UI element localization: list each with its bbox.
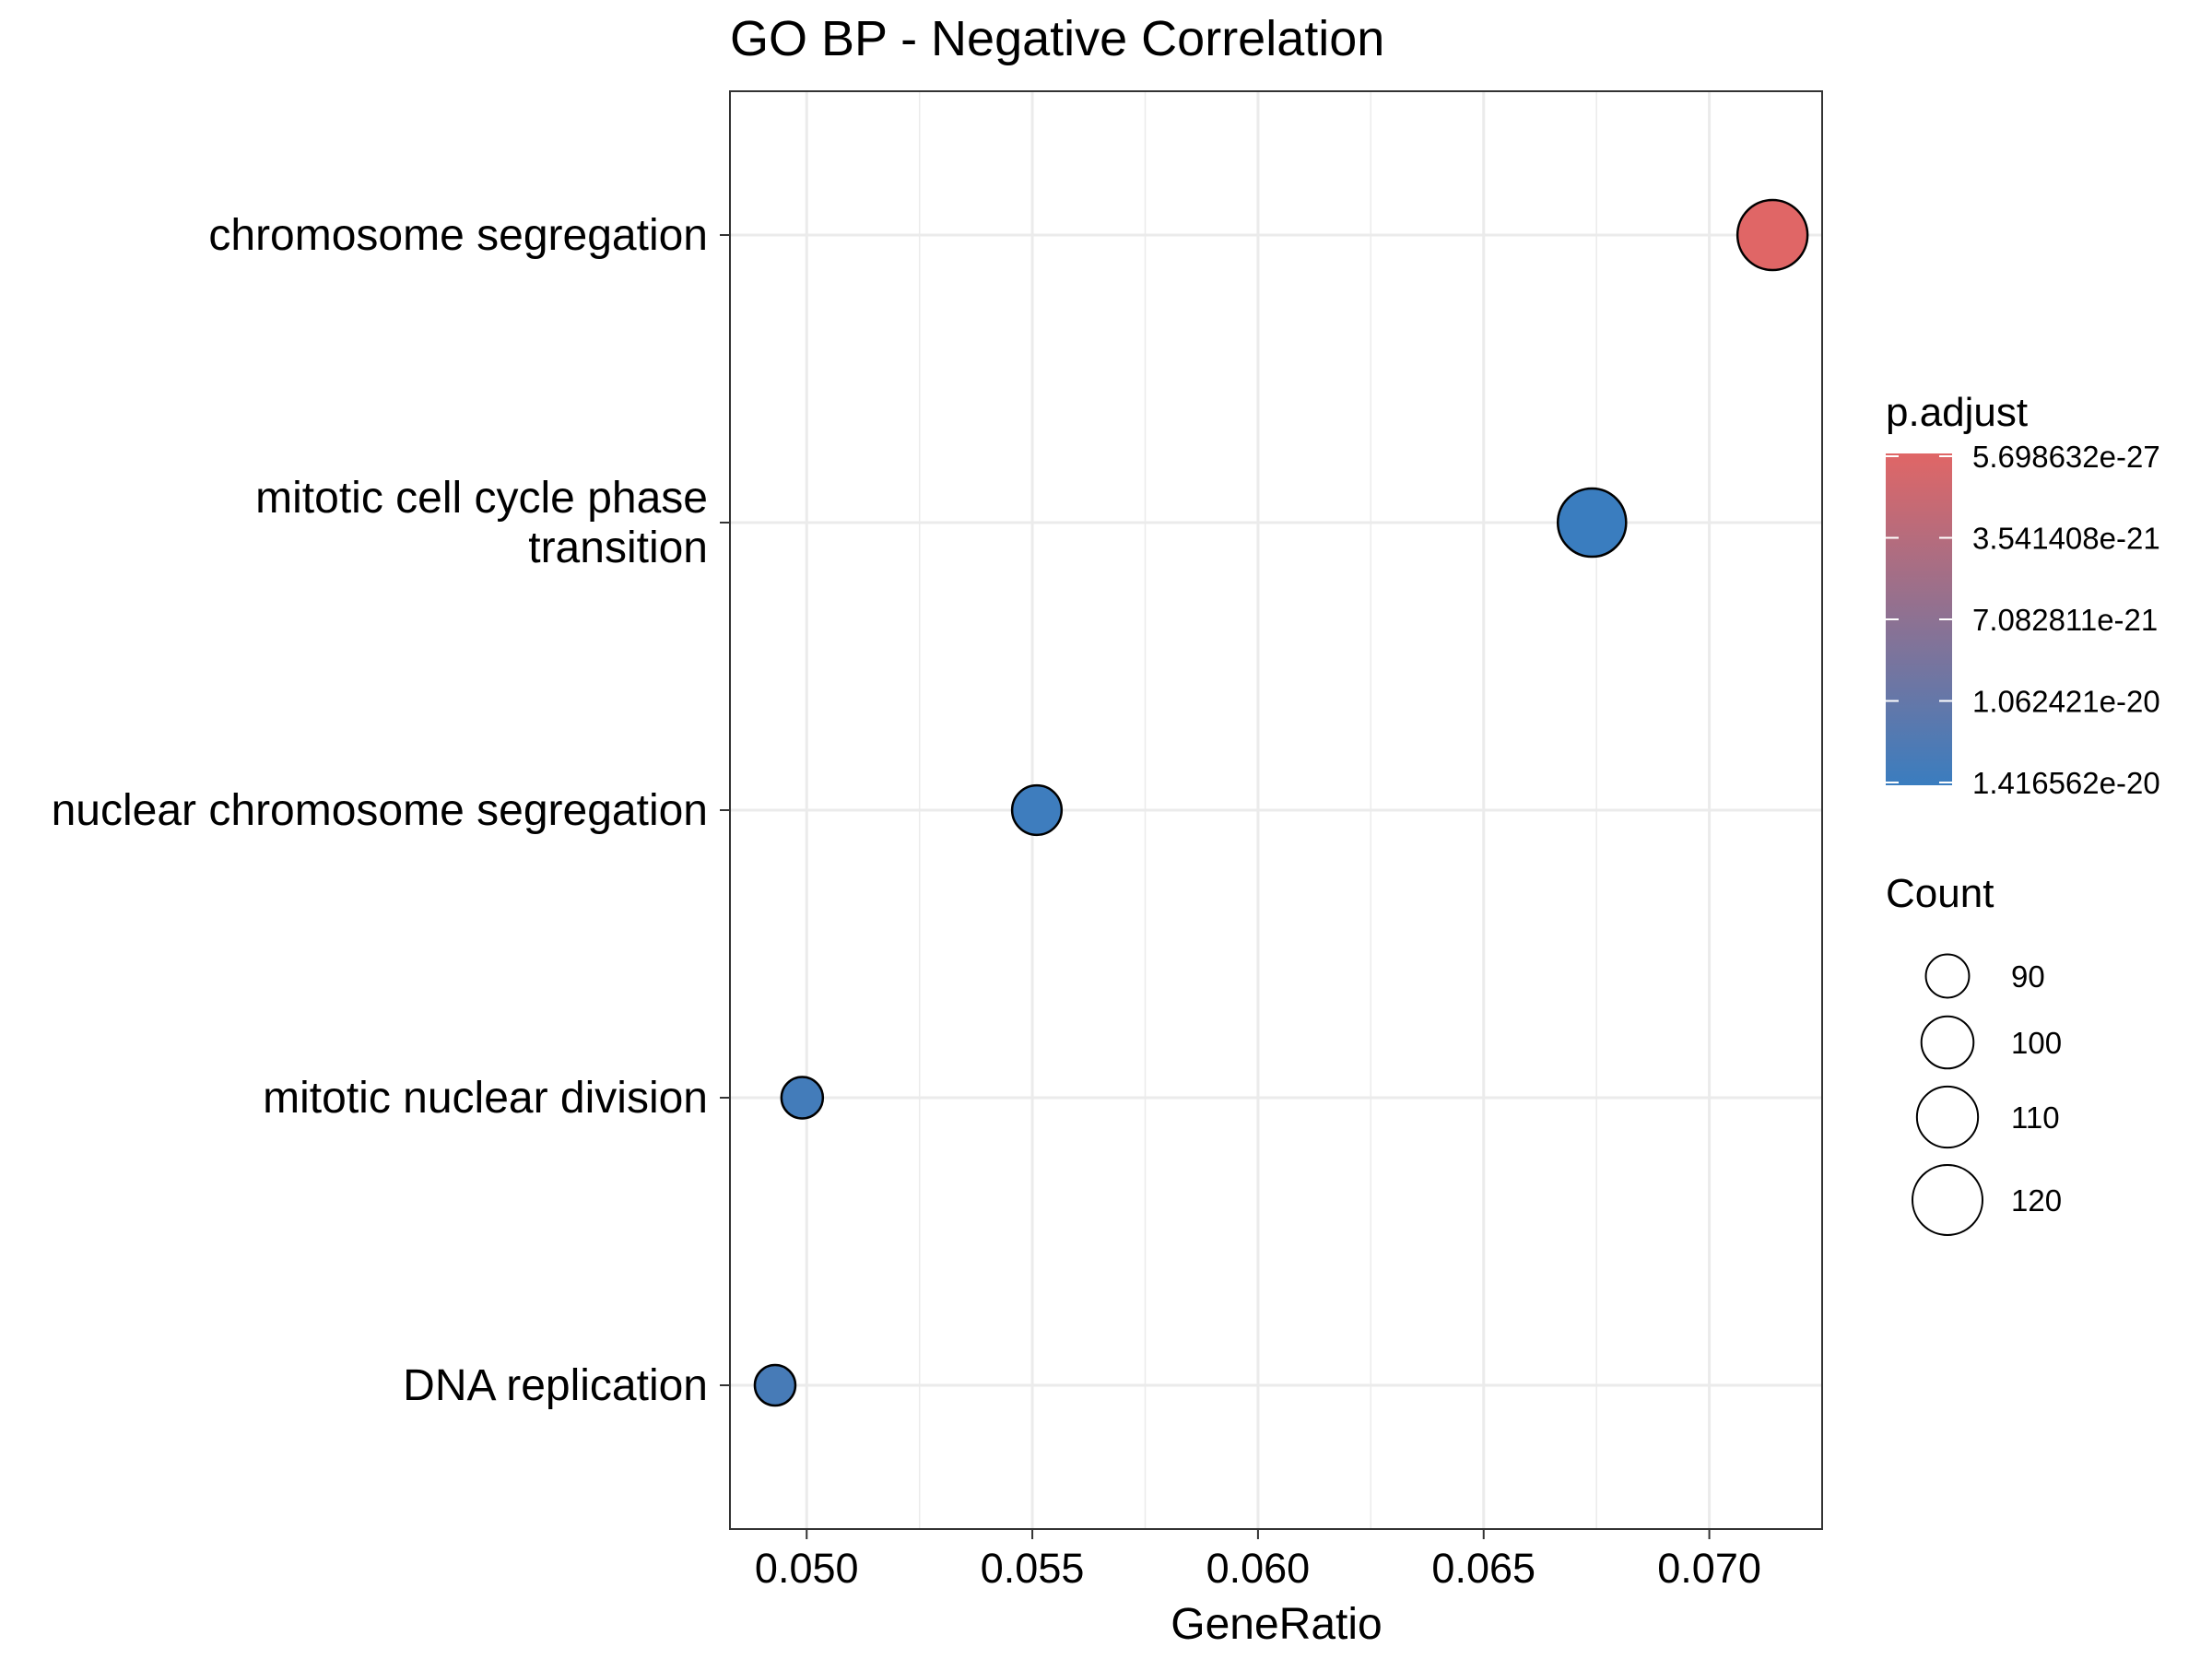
colorbar-label: 5.698632e-27	[1972, 440, 2160, 474]
size-legend-label: 90	[2011, 959, 2045, 994]
legend-p-adjust: p.adjust 5.698632e-27 3.541408e-21 7.08281…	[1886, 390, 2160, 800]
x-tick-label: 0.060	[1206, 1545, 1311, 1592]
x-tick-label: 0.050	[755, 1545, 859, 1592]
size-legend-circle	[1915, 1085, 1980, 1149]
data-point	[1735, 198, 1809, 272]
x-axis-title: GeneRatio	[1171, 1600, 1382, 1649]
legend-count: Count 90 100 110 120	[1886, 871, 2062, 1236]
y-category-label: transition	[528, 524, 708, 572]
y-category-label: mitotic nuclear division	[263, 1074, 708, 1123]
colorbar-label: 3.541408e-21	[1972, 522, 2160, 556]
y-category-label: DNA replication	[403, 1361, 708, 1410]
data-point	[753, 1363, 797, 1407]
size-legend-circle	[1912, 1164, 1983, 1236]
size-legend-label: 120	[2011, 1183, 2062, 1218]
colorbar-label: 1.416562e-20	[1972, 766, 2160, 800]
data-point	[1010, 783, 1064, 837]
size-legend-label: 100	[2011, 1026, 2062, 1060]
size-legend-circle	[1924, 953, 1971, 999]
x-tick-label: 0.055	[981, 1545, 1085, 1592]
legend-p-adjust-title: p.adjust	[1886, 390, 2028, 435]
colorbar-label: 7.082811e-21	[1972, 603, 2158, 637]
data-points	[753, 198, 1809, 1407]
x-axis: 0.050 0.055 0.060 0.065 0.070	[755, 1529, 1761, 1592]
size-legend-label: 110	[2011, 1100, 2060, 1135]
x-tick-label: 0.070	[1657, 1545, 1761, 1592]
y-category-label: chromosome segregation	[208, 211, 708, 260]
data-point	[780, 1076, 825, 1120]
data-point	[1556, 487, 1628, 559]
y-category-label: mitotic cell cycle phase	[255, 474, 708, 523]
x-tick-label: 0.065	[1431, 1545, 1535, 1592]
y-category-label: nuclear chromosome segregation	[52, 786, 708, 835]
colorbar-label: 1.062421e-20	[1972, 685, 2160, 719]
legend-count-title: Count	[1886, 871, 1994, 916]
y-axis: chromosome segregation mitotic cell cycle…	[52, 211, 730, 1410]
chart-title: GO BP - Negative Correlation	[730, 11, 1384, 66]
size-legend-circle	[1920, 1015, 1975, 1070]
grid-major	[730, 91, 1822, 1529]
